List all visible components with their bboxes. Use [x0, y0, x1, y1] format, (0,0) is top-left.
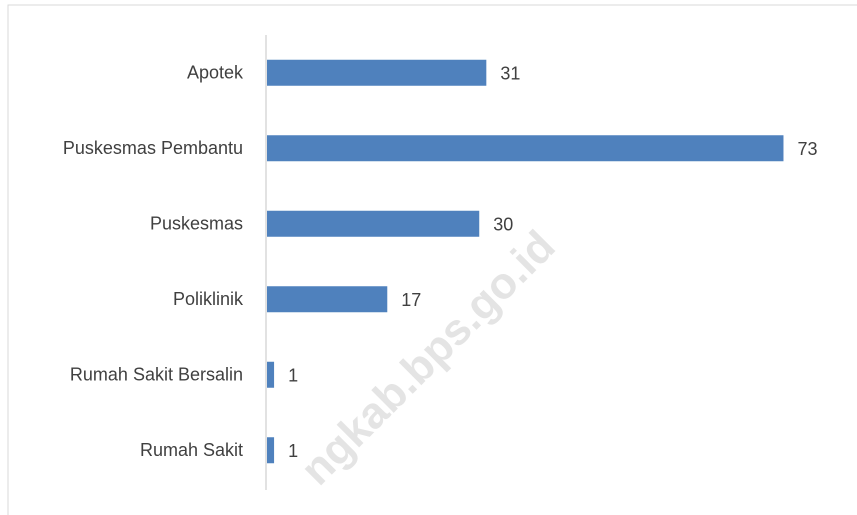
y-tick-label: Puskesmas Pembantu — [63, 138, 243, 158]
bar — [267, 59, 487, 86]
y-tick-label: Rumah Sakit — [140, 440, 243, 460]
bar — [267, 210, 480, 237]
y-tick-label: Apotek — [187, 63, 244, 83]
bar — [267, 437, 275, 464]
bar — [267, 286, 388, 313]
bar — [267, 135, 784, 162]
chart-frame — [7, 4, 857, 515]
bar — [267, 361, 275, 388]
data-label: 30 — [493, 215, 513, 235]
data-label: 17 — [401, 290, 421, 310]
y-tick-label: Poliklinik — [173, 289, 244, 309]
y-tick-label: Rumah Sakit Bersalin — [70, 365, 243, 385]
data-label: 1 — [288, 441, 298, 461]
data-label: 1 — [288, 366, 298, 386]
data-label: 31 — [500, 64, 520, 84]
data-label: 73 — [797, 139, 817, 159]
y-tick-label: Puskesmas — [150, 214, 243, 234]
